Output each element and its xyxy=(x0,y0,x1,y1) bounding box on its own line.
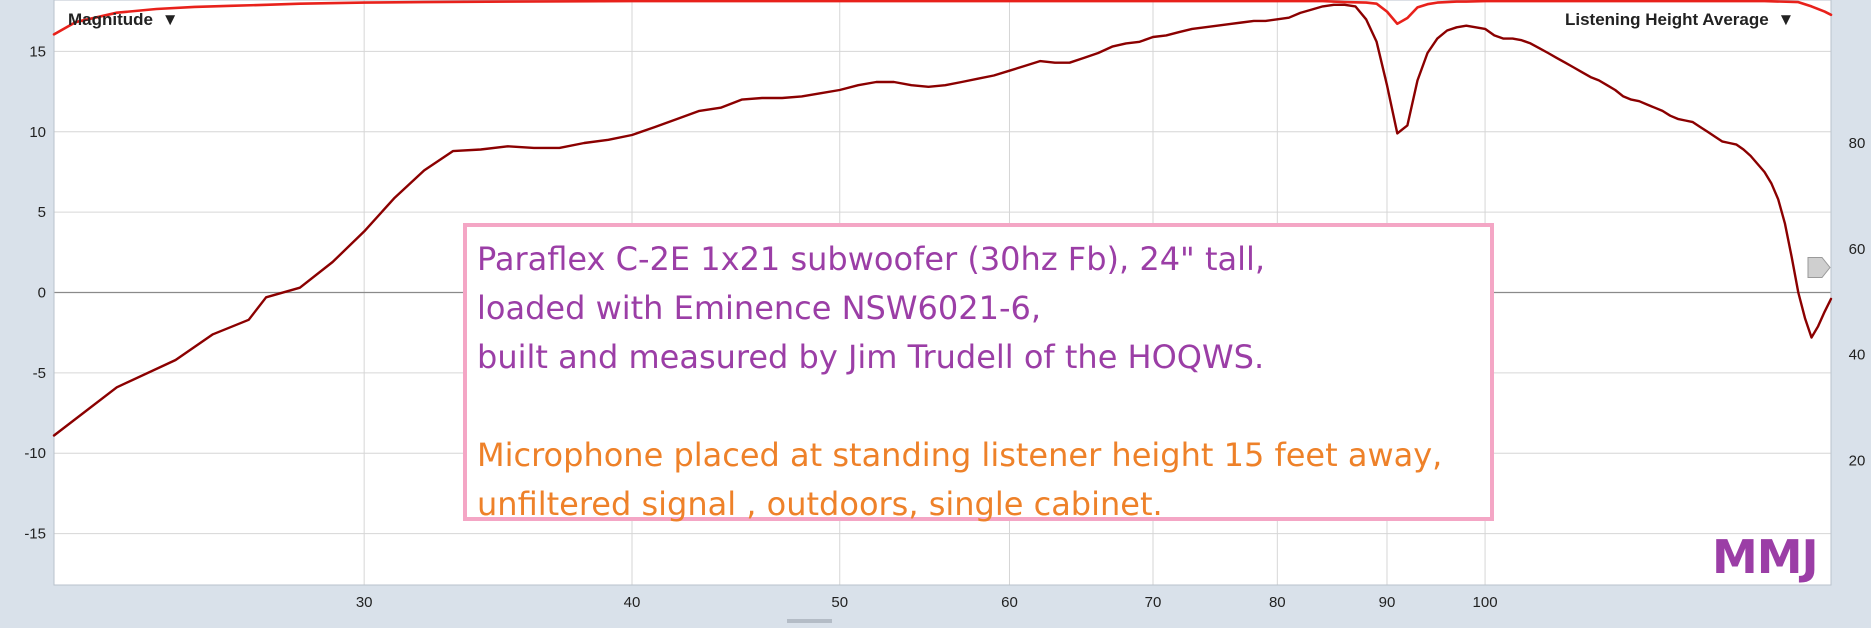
handle-layer xyxy=(787,257,1831,623)
x-tick-label: 100 xyxy=(1473,594,1498,611)
chevron-down-icon: ▼ xyxy=(1777,10,1795,29)
y-tick-label: -10 xyxy=(24,445,46,462)
x-tick-label: 40 xyxy=(624,594,641,611)
listening-height-label: Listening Height Average xyxy=(1565,10,1769,29)
y-tick-label: 15 xyxy=(29,43,46,60)
y-tick-label: -5 xyxy=(33,365,46,382)
x-tick-label: 70 xyxy=(1145,594,1162,611)
y2-tick-label: 20 xyxy=(1849,453,1866,470)
watermark-logo: MMJ xyxy=(1712,530,1819,584)
plot-border xyxy=(53,0,1832,586)
magnitude-dropdown[interactable]: Magnitude ▼ xyxy=(68,10,179,30)
magnitude-response-line xyxy=(52,3,1833,437)
x-tick-label: 90 xyxy=(1379,594,1396,611)
x-tick-label: 80 xyxy=(1269,594,1286,611)
annotation-line: Microphone placed at standing listener h… xyxy=(477,436,1443,474)
y-tick-label: -15 xyxy=(24,526,46,543)
series-layer xyxy=(52,0,1833,437)
annotation-box: Paraflex C-2E 1x21 subwoofer (30hz Fb), … xyxy=(463,223,1494,523)
listening-average-line xyxy=(52,0,1833,36)
annotation-spacer xyxy=(477,382,1480,431)
y2-tick-label: 40 xyxy=(1849,347,1866,364)
annotation-line: Paraflex C-2E 1x21 subwoofer (30hz Fb), … xyxy=(477,240,1266,278)
y-tick-label: 0 xyxy=(38,285,46,302)
listening-height-dropdown[interactable]: Listening Height Average ▼ xyxy=(1565,10,1794,30)
y2-tick-label: 80 xyxy=(1849,135,1866,152)
x-tick-label: 60 xyxy=(1001,594,1018,611)
scrollbar-thumb[interactable] xyxy=(787,619,832,623)
x-tick-label: 50 xyxy=(831,594,848,611)
y-tick-label: 10 xyxy=(29,124,46,141)
annotation-line: unfiltered signal , outdoors, single cab… xyxy=(477,485,1163,523)
chevron-down-icon: ▼ xyxy=(161,10,179,29)
offset-handle-icon[interactable] xyxy=(1807,257,1831,278)
x-tick-label: 30 xyxy=(356,594,373,611)
y2-tick-label: 60 xyxy=(1849,241,1866,258)
annotation-line: built and measured by Jim Trudell of the… xyxy=(477,338,1265,376)
magnitude-label: Magnitude xyxy=(68,10,153,29)
annotation-line: loaded with Eminence NSW6021-6, xyxy=(477,289,1042,327)
y-tick-label: 5 xyxy=(38,204,46,221)
